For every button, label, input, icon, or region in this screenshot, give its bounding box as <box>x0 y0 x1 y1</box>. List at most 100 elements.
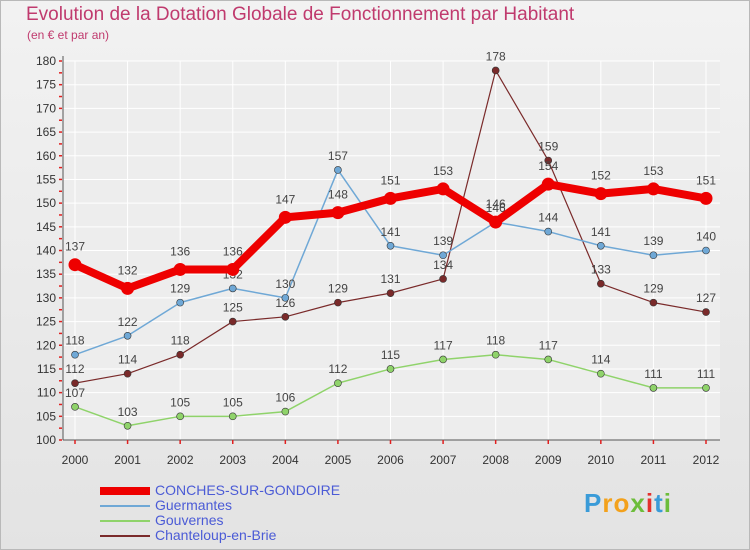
y-tick-label: 115 <box>37 362 56 376</box>
data-label-gouvernes: 117 <box>434 338 453 352</box>
data-point-guermantes <box>649 251 658 260</box>
x-tick-label: 2006 <box>377 453 404 467</box>
data-point-chanteloup-en-brie <box>439 275 447 283</box>
data-point-gouvernes <box>439 355 447 364</box>
data-label-guermantes: 140 <box>696 230 716 244</box>
data-label-gouvernes: 111 <box>697 367 716 381</box>
data-point-chanteloup-en-brie <box>544 156 553 165</box>
data-label-gouvernes: 115 <box>381 348 400 362</box>
data-point-guermantes <box>386 241 395 250</box>
data-label-guermantes: 157 <box>328 149 348 163</box>
data-point-guermantes <box>281 294 290 302</box>
y-tick-label: 100 <box>36 433 56 447</box>
data-point-conches-sur-gondoire <box>541 177 555 191</box>
y-tick-label: 135 <box>36 267 56 281</box>
data-point-guermantes <box>544 227 553 236</box>
chart-subtitle: (en € et par an) <box>27 28 110 42</box>
data-point-gouvernes <box>386 365 395 373</box>
data-point-guermantes <box>597 241 605 250</box>
data-label-conches-sur-gondoire: 132 <box>118 263 138 277</box>
data-label-chanteloup-en-brie: 131 <box>380 272 400 286</box>
data-label-gouvernes: 112 <box>328 362 347 376</box>
data-point-guermantes <box>71 350 79 359</box>
data-point-guermantes <box>176 298 184 307</box>
data-label-guermantes: 129 <box>170 282 190 296</box>
x-tick-label: 2011 <box>641 453 667 467</box>
legend-swatch-gouvernes <box>100 519 150 522</box>
brand-letter: x <box>630 488 646 518</box>
data-point-chanteloup-en-brie <box>334 298 342 307</box>
x-tick-label: 2010 <box>587 453 614 467</box>
data-point-gouvernes <box>281 407 290 416</box>
data-label-conches-sur-gondoire: 154 <box>538 159 558 173</box>
x-tick-label: 2012 <box>693 453 720 467</box>
y-tick-label: 150 <box>36 196 56 210</box>
x-tick-label: 2002 <box>167 453 194 467</box>
data-label-gouvernes: 107 <box>65 386 85 400</box>
data-point-conches-sur-gondoire <box>121 281 135 295</box>
y-tick-label: 155 <box>36 172 56 186</box>
legend-label-conches: CONCHES-SUR-GONDOIRE <box>155 482 341 498</box>
legend-swatch-guermantes <box>100 504 150 507</box>
data-label-chanteloup-en-brie: 134 <box>433 258 453 272</box>
data-label-chanteloup-en-brie: 133 <box>591 263 611 277</box>
legend-label-guermantes: Guermantes <box>155 497 233 513</box>
data-label-guermantes: 139 <box>643 234 663 248</box>
data-point-conches-sur-gondoire <box>436 182 450 196</box>
data-label-conches-sur-gondoire: 151 <box>380 173 400 187</box>
y-tick-label: 170 <box>36 101 56 115</box>
brand-letter: r <box>602 488 614 518</box>
data-point-guermantes <box>123 331 132 340</box>
data-label-guermantes: 146 <box>486 201 506 215</box>
y-tick-label: 130 <box>36 291 56 305</box>
data-point-chanteloup-en-brie <box>123 369 132 378</box>
data-point-guermantes <box>228 284 237 293</box>
brand-logo: Proxiti <box>584 488 672 519</box>
y-tick-label: 140 <box>36 244 56 258</box>
legend-label-chanteloup: Chanteloup-en-Brie <box>155 527 277 543</box>
brand-letter: o <box>613 488 631 518</box>
x-tick-label: 2000 <box>62 453 89 467</box>
data-label-chanteloup-en-brie: 118 <box>171 334 190 348</box>
data-label-guermantes: 139 <box>433 234 453 248</box>
data-point-chanteloup-en-brie <box>71 379 79 387</box>
data-label-chanteloup-en-brie: 129 <box>643 282 663 296</box>
data-label-conches-sur-gondoire: 136 <box>223 244 243 258</box>
data-point-chanteloup-en-brie <box>597 279 605 288</box>
data-label-conches-sur-gondoire: 151 <box>696 173 716 187</box>
data-point-gouvernes <box>71 403 79 411</box>
data-label-conches-sur-gondoire: 153 <box>433 164 453 178</box>
legend-item-chanteloup: Chanteloup-en-Brie <box>100 528 340 543</box>
data-point-conches-sur-gondoire <box>699 191 713 205</box>
data-point-gouvernes <box>176 412 184 421</box>
legend-label-gouvernes: Gouvernes <box>155 512 224 528</box>
data-label-guermantes: 118 <box>65 334 84 348</box>
legend-item-guermantes: Guermantes <box>100 498 340 513</box>
data-point-chanteloup-en-brie <box>176 350 184 359</box>
x-tick-label: 2003 <box>219 453 246 467</box>
data-label-chanteloup-en-brie: 178 <box>486 49 506 63</box>
data-label-conches-sur-gondoire: 152 <box>591 169 611 183</box>
y-tick-label: 110 <box>37 386 56 400</box>
legend-swatch-conches <box>100 486 150 495</box>
legend-item-conches: CONCHES-SUR-GONDOIRE <box>100 483 340 498</box>
data-label-chanteloup-en-brie: 112 <box>65 362 84 376</box>
x-tick-label: 2007 <box>430 453 457 467</box>
data-point-conches-sur-gondoire <box>489 215 503 229</box>
y-tick-label: 145 <box>36 220 56 234</box>
legend-item-gouvernes: Gouvernes <box>100 513 340 528</box>
data-label-chanteloup-en-brie: 159 <box>538 139 558 153</box>
y-tick-label: 165 <box>36 125 56 139</box>
data-label-chanteloup-en-brie: 114 <box>118 353 137 367</box>
data-point-gouvernes <box>228 412 237 421</box>
data-label-gouvernes: 106 <box>275 391 295 405</box>
data-label-guermantes: 144 <box>538 211 558 225</box>
data-point-gouvernes <box>123 421 132 430</box>
x-tick-label: 2004 <box>272 453 299 467</box>
data-point-conches-sur-gondoire <box>68 258 82 272</box>
y-tick-label: 160 <box>36 149 56 163</box>
data-point-conches-sur-gondoire <box>646 182 660 196</box>
x-tick-label: 2005 <box>325 453 352 467</box>
data-point-gouvernes <box>649 384 658 392</box>
